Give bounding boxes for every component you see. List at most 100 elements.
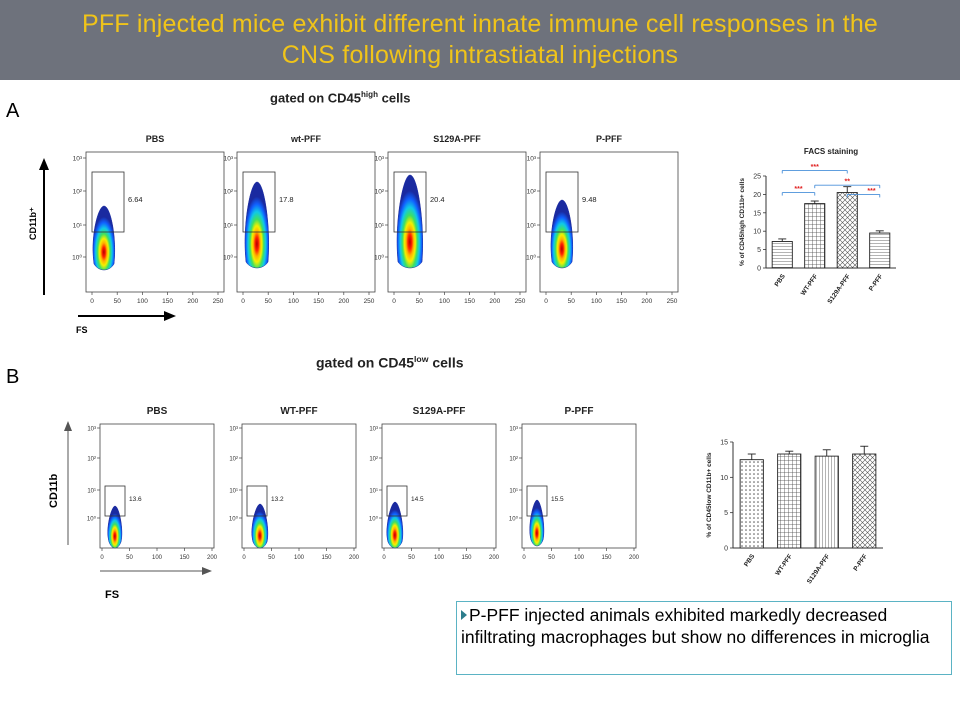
panel-b-axis-arrows: CD11b FS (48, 421, 212, 601)
y-tick-label: 10³ (224, 156, 234, 163)
bar-p-pff (852, 453, 877, 549)
slide-title-line-1: PFF injected mice exhibit different inna… (81, 10, 879, 38)
x-tick-label: 150 (616, 298, 627, 305)
y-tick-label: 10⁰ (509, 516, 519, 523)
y-tick-label: 10² (224, 189, 234, 196)
caption-box: P-PFF injected animals exhibited markedl… (456, 601, 952, 675)
y-tick-label: 10¹ (369, 489, 378, 495)
panel-a-gate-prefix: gated on CD45 (270, 90, 362, 106)
chart-y-tick-label: 0 (757, 266, 761, 273)
x-tick-label: 0 (544, 298, 548, 305)
x-tick-label: 100 (294, 555, 305, 561)
bar-pbs (739, 459, 764, 549)
density-population (550, 199, 574, 269)
panel-b-y-arrow-head (64, 421, 72, 431)
x-tick-label: 200 (641, 298, 652, 305)
x-tick-label: 250 (667, 298, 678, 305)
x-tick-label: 50 (268, 555, 275, 561)
y-tick-label: 10⁰ (87, 516, 97, 523)
x-tick-label: 0 (241, 298, 245, 305)
x-tick-label: 150 (601, 555, 612, 561)
panel-a-y-axis-label: CD11b⁺ (28, 207, 38, 240)
x-tick-label: 250 (213, 298, 224, 305)
panel-b-y-axis-label: CD11b (48, 473, 60, 508)
panel-b-x-axis-label: FS (105, 589, 119, 601)
panel-a-gate-title: gated on CD45high cells (270, 90, 411, 105)
x-tick-label: 100 (152, 555, 163, 561)
panel-a-flow-plots: PBS 10⁰ 10¹ 10² 10³ 0 50 100 150 200 250 6.64 wt-PFF… (72, 134, 679, 305)
bullet-triangle-icon (461, 610, 467, 620)
x-tick-label: 200 (629, 555, 640, 561)
flow-plot-title: PBS (147, 406, 168, 417)
chart-x-tick-label: P-PFF (852, 553, 869, 572)
y-tick-label: 10¹ (509, 489, 518, 495)
x-tick-label: 0 (90, 298, 94, 305)
bar-s129a-pff (814, 455, 839, 549)
y-tick-label: 10⁰ (223, 254, 233, 262)
gate-rectangle (526, 485, 548, 517)
gate-percentage: 13.6 (129, 496, 142, 503)
y-tick-label: 10² (375, 189, 385, 196)
flow-plot-3: S129A-PFF 10⁰ 10¹ 10² 10³ 0 50 100 150 200 250 20.4 (374, 134, 527, 305)
x-tick-label: 150 (461, 555, 472, 561)
chart-y-tick-label: 10 (753, 229, 761, 236)
panel-a-x-axis-label: FS (76, 325, 88, 335)
y-tick-label: 10⁰ (526, 254, 536, 262)
x-tick-label: 200 (187, 298, 198, 305)
flow-plot-title: WT-PFF (280, 406, 317, 417)
panel-b-flow-plots: PBS 10⁰ 10¹ 10² 10³ 0 50 100 150 200 13.6 WT-PFF 10⁰… (87, 406, 640, 561)
chart-y-tick-label: 20 (753, 192, 761, 199)
x-tick-label: 0 (382, 555, 386, 561)
gate-percentage: 17.8 (279, 195, 294, 204)
x-tick-label: 50 (114, 298, 122, 305)
y-tick-label: 10³ (527, 156, 537, 163)
bar-chart-microglia: 0 5 10 15 % of CD45low CD11b+ cells PBS WT-PFF… (706, 440, 883, 585)
x-tick-label: 0 (242, 555, 246, 561)
chart-x-tick-label: WT-PFF (774, 553, 794, 577)
flow-plot-title: S129A-PFF (433, 134, 481, 144)
panel-a-axis-arrows: CD11b⁺ FS (28, 158, 176, 335)
panel-a-gate-sup: high (361, 90, 378, 99)
y-tick-label: 10² (509, 457, 518, 463)
density-population (92, 205, 116, 271)
y-tick-label: 10¹ (73, 223, 83, 230)
x-tick-label: 100 (137, 298, 148, 305)
significance-stars: ** (845, 179, 851, 186)
x-tick-label: 200 (207, 555, 218, 561)
y-tick-label: 10³ (369, 427, 378, 433)
bar-s129a-pff (836, 192, 858, 269)
chart-y-tick-label: 25 (753, 174, 761, 181)
x-tick-label: 50 (548, 555, 555, 561)
x-tick-label: 0 (522, 555, 526, 561)
x-tick-label: 150 (179, 555, 190, 561)
chart-y-tick-label: 5 (757, 247, 761, 254)
panel-b-gate-prefix: gated on CD45 (316, 354, 415, 371)
gate-rectangle (545, 171, 579, 233)
chart-y-label: % of CD45high CD11b+ cells (739, 178, 746, 266)
density-population (107, 505, 123, 549)
x-tick-label: 0 (392, 298, 396, 305)
gate-rectangle (246, 485, 268, 517)
chart-x-tick-label: S129A-PFF (806, 553, 831, 585)
panel-b-x-arrow-head (202, 567, 212, 575)
gate-percentage: 14.5 (411, 496, 424, 503)
y-tick-label: 10³ (509, 427, 518, 433)
gate-rectangle (386, 485, 408, 517)
flow-plot-title: P-PFF (596, 134, 623, 144)
flow-plot-2: WT-PFF 10⁰ 10¹ 10² 10³ 0 50 100 150 200 13.2 (229, 406, 360, 561)
x-tick-label: 250 (515, 298, 526, 305)
flow-plot-4: P-PFF 10⁰ 10¹ 10² 10³ 0 50 100 150 200 250 9.48 (526, 134, 679, 305)
x-tick-label: 0 (100, 555, 104, 561)
y-tick-label: 10² (527, 189, 537, 196)
x-tick-label: 250 (364, 298, 375, 305)
y-tick-label: 10² (87, 457, 96, 463)
y-tick-label: 10¹ (224, 223, 234, 230)
x-tick-label: 100 (439, 298, 450, 305)
chart-y-tick-label: 10 (720, 475, 728, 482)
x-tick-label: 150 (321, 555, 332, 561)
y-tick-label: 10¹ (527, 223, 537, 230)
significance-stars: *** (867, 188, 875, 195)
x-tick-label: 150 (464, 298, 475, 305)
x-tick-label: 200 (489, 298, 500, 305)
